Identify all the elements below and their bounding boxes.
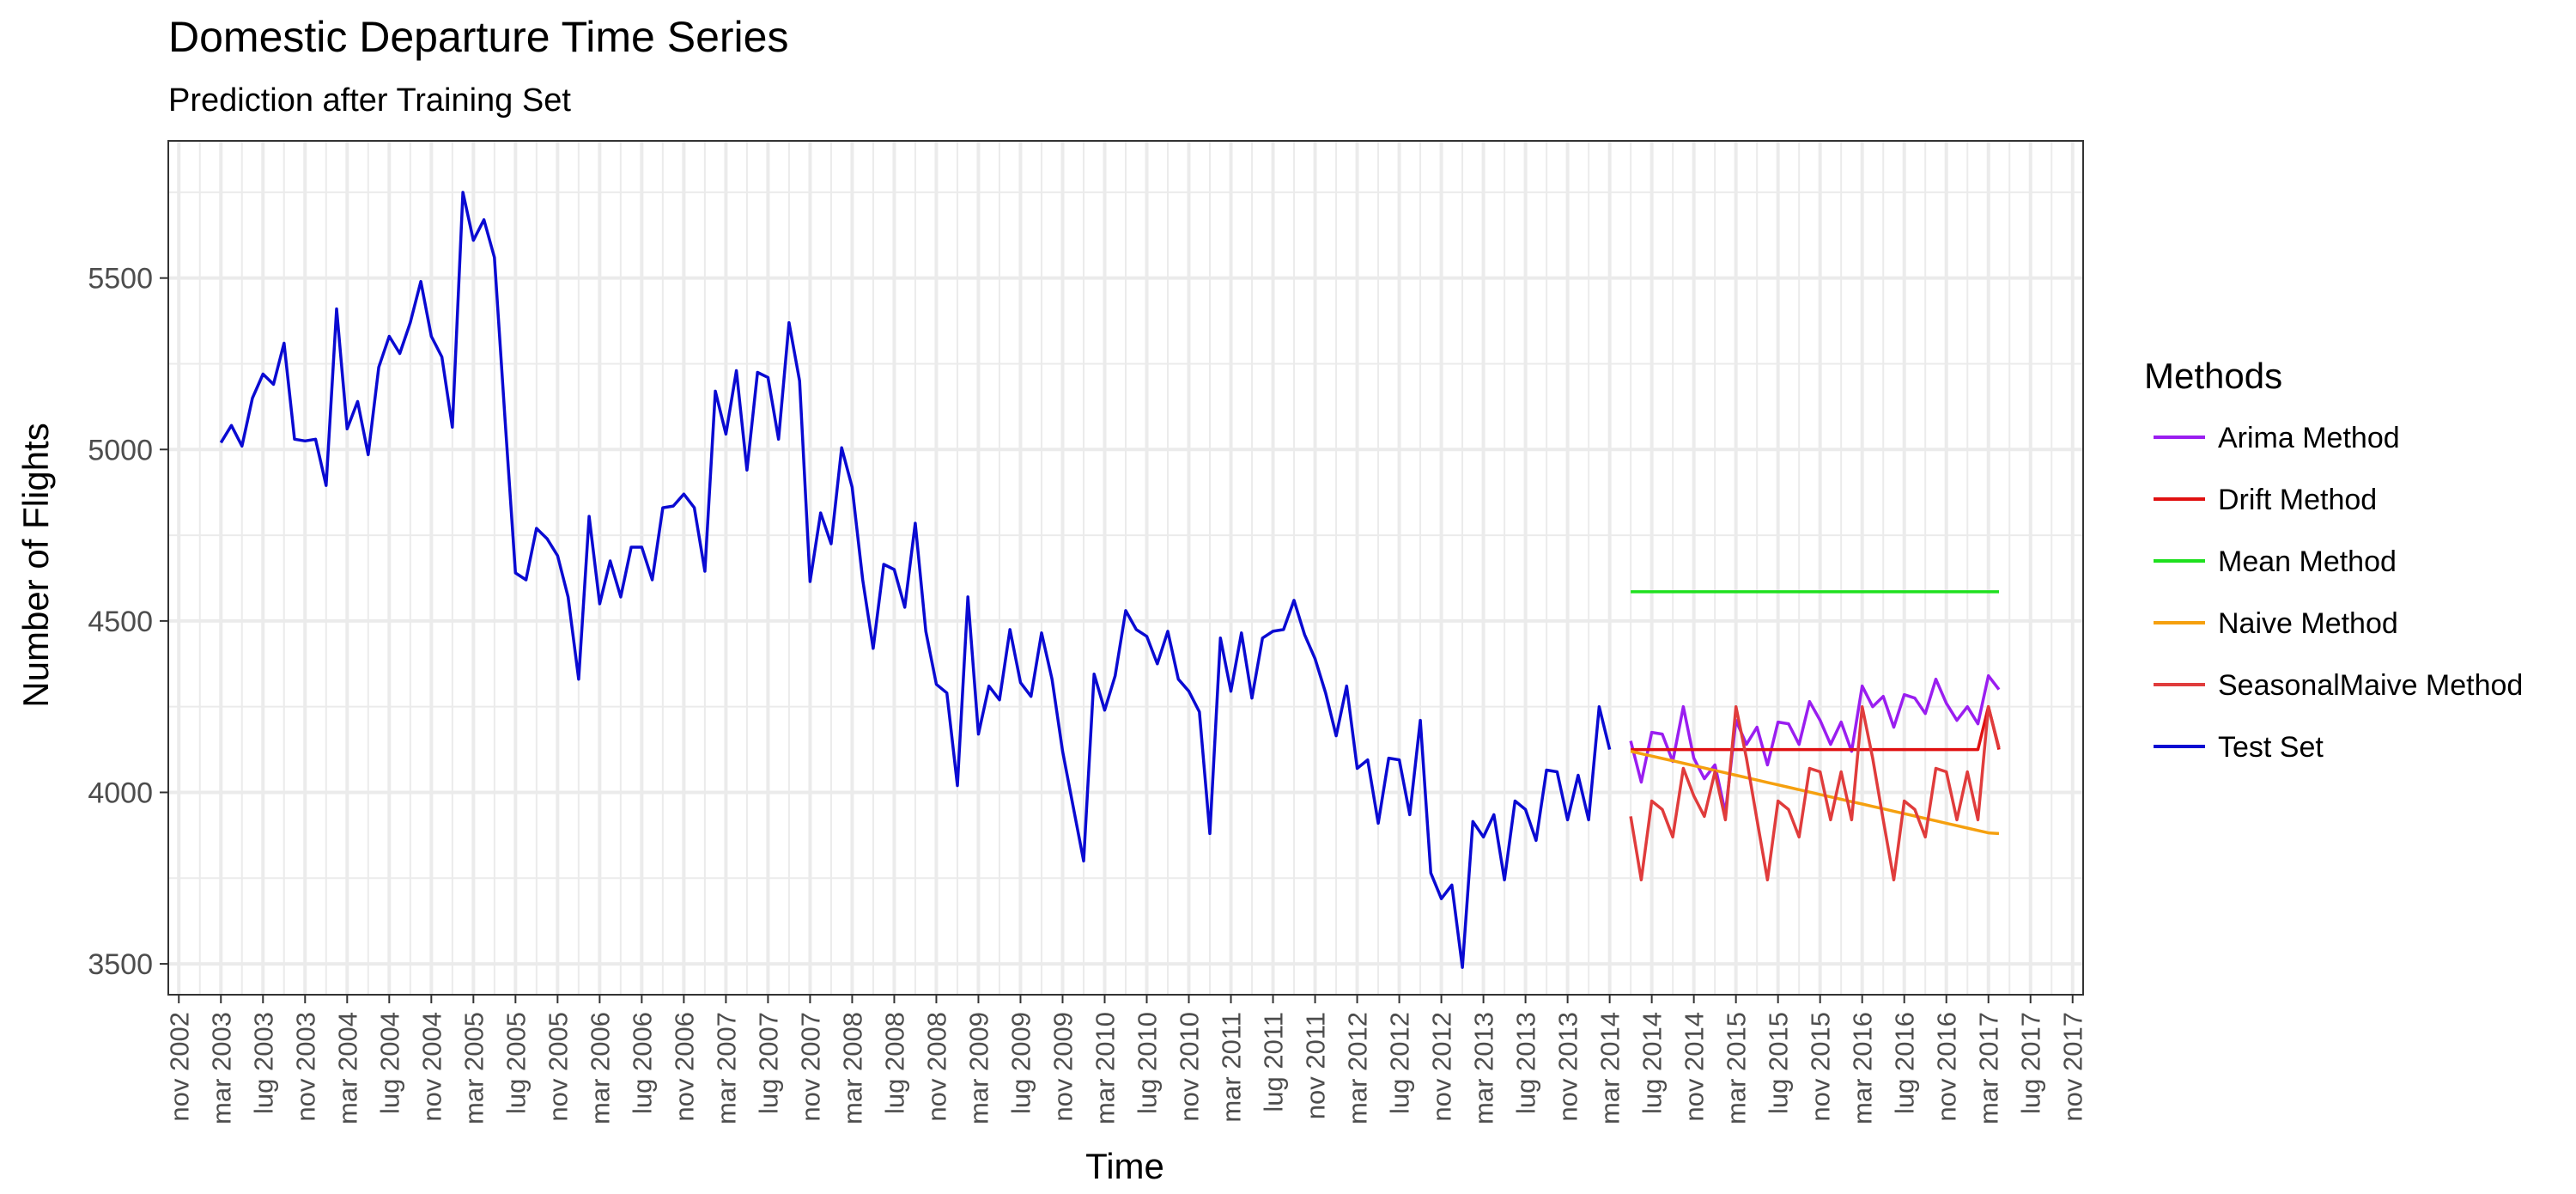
x-tick-label: lug 2013: [1511, 1012, 1541, 1114]
x-tick-label: nov 2012: [1427, 1012, 1457, 1122]
x-tick-label: lug 2012: [1385, 1012, 1415, 1114]
series-line-naive-method: [1630, 749, 2000, 836]
x-tick-label: lug 2011: [1259, 1012, 1289, 1112]
x-tick-label: nov 2013: [1553, 1012, 1583, 1122]
series-line-seasonalmaive-method: [1629, 704, 2001, 882]
chart-subtitle: Prediction after Training Set: [168, 82, 571, 119]
x-tick-label: lug 2004: [374, 1012, 404, 1114]
x-tick-label: nov 2004: [416, 1012, 447, 1122]
x-tick-label: mar 2012: [1343, 1012, 1373, 1124]
x-tick-label: lug 2014: [1637, 1012, 1668, 1114]
legend-title: Methods: [2144, 356, 2282, 396]
x-tick-label: nov 2008: [921, 1012, 951, 1122]
x-tick-label: mar 2017: [1974, 1012, 2004, 1124]
x-tick-label: lug 2009: [1005, 1012, 1036, 1114]
x-tick-label: lug 2003: [248, 1012, 278, 1114]
x-tick-label: mar 2013: [1469, 1012, 1499, 1124]
x-tick-label: mar 2003: [206, 1012, 236, 1124]
x-tick-label: lug 2010: [1133, 1012, 1163, 1114]
x-tick-label: mar 2004: [332, 1012, 362, 1124]
x-tick-label: mar 2008: [837, 1012, 867, 1124]
legend-label-arima-method: Arima Method: [2218, 422, 2400, 454]
y-tick-label: 4500: [88, 606, 153, 638]
grid-lines: [168, 141, 2083, 995]
x-tick-label: mar 2006: [585, 1012, 615, 1124]
x-tick-label: lug 2007: [753, 1012, 783, 1114]
x-tick-label: nov 2011: [1301, 1012, 1331, 1119]
x-tick-label: mar 2011: [1217, 1012, 1247, 1123]
y-tick-label: 5500: [88, 263, 153, 295]
plot-panel-border: [167, 140, 2084, 996]
x-tick-label: mar 2005: [459, 1012, 489, 1124]
legend-label-naive-method: Naive Method: [2218, 607, 2398, 640]
x-tick-label: lug 2005: [501, 1012, 531, 1114]
x-tick-label: mar 2009: [963, 1012, 993, 1124]
x-axis-title: Time: [1085, 1146, 1164, 1186]
y-tick-label: 5000: [88, 434, 153, 466]
legend-label-drift-method: Drift Method: [2218, 484, 2377, 516]
x-axis: nov 2002 mar 2003 lug 2003 nov 2003 mar 2004…: [164, 995, 2088, 1124]
series-lines: [219, 191, 2001, 969]
y-axis: 3500 4000 4500 5000 5500: [88, 263, 168, 981]
x-tick-label: mar 2016: [1848, 1012, 1878, 1124]
x-tick-label: nov 2017: [2058, 1012, 2088, 1122]
x-tick-label: mar 2010: [1090, 1012, 1120, 1124]
legend: Methods Arima Method Drift Method Mean Met…: [2144, 356, 2523, 764]
y-axis-title: Number of Flights: [15, 423, 56, 707]
chart-title: Domestic Departure Time Series: [168, 13, 789, 61]
x-tick-label: nov 2005: [543, 1012, 573, 1122]
y-tick-label: 4000: [88, 777, 153, 809]
legend-label-seasonalmaive-method: SeasonalMaive Method: [2218, 669, 2523, 702]
x-tick-label: lug 2016: [1890, 1012, 1920, 1114]
x-tick-label: nov 2010: [1175, 1012, 1205, 1122]
x-tick-label: nov 2014: [1680, 1012, 1710, 1122]
x-tick-label: nov 2002: [164, 1012, 194, 1122]
x-tick-label: nov 2015: [1806, 1012, 1836, 1122]
x-tick-label: mar 2007: [711, 1012, 741, 1124]
x-tick-label: lug 2015: [1764, 1012, 1794, 1114]
legend-label-mean-method: Mean Method: [2218, 545, 2397, 578]
x-tick-label: nov 2003: [290, 1012, 320, 1122]
series-line-test-set: [219, 191, 1612, 969]
x-tick-label: nov 2009: [1048, 1012, 1078, 1122]
x-tick-label: lug 2008: [879, 1012, 909, 1114]
legend-label-test-set: Test Set: [2218, 731, 2324, 764]
x-tick-label: nov 2016: [1932, 1012, 1962, 1122]
x-tick-label: mar 2015: [1722, 1012, 1752, 1124]
series-line-drift-method: [1631, 704, 2001, 752]
y-tick-label: 3500: [88, 948, 153, 981]
x-tick-label: nov 2006: [669, 1012, 699, 1122]
x-tick-label: mar 2014: [1595, 1012, 1625, 1124]
x-tick-label: lug 2006: [627, 1012, 657, 1114]
x-tick-label: nov 2007: [795, 1012, 825, 1122]
x-tick-label: lug 2017: [2016, 1012, 2046, 1114]
